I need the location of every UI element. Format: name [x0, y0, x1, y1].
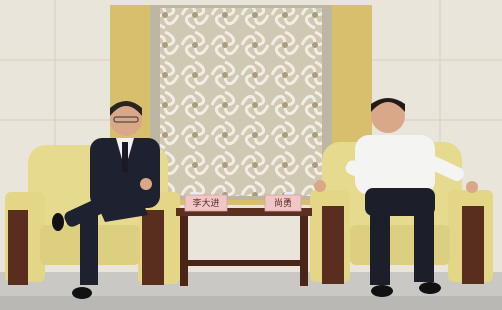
carved-screen — [160, 8, 322, 196]
page: 李大进 尚勇 (() => { const data = JSON.parse(… — [0, 0, 502, 310]
placard-label: 李大进 — [192, 197, 219, 209]
placard-label: 尚勇 — [274, 197, 292, 209]
carpet-edge — [0, 296, 502, 310]
photo-scene: 李大进 尚勇 — [0, 0, 502, 310]
